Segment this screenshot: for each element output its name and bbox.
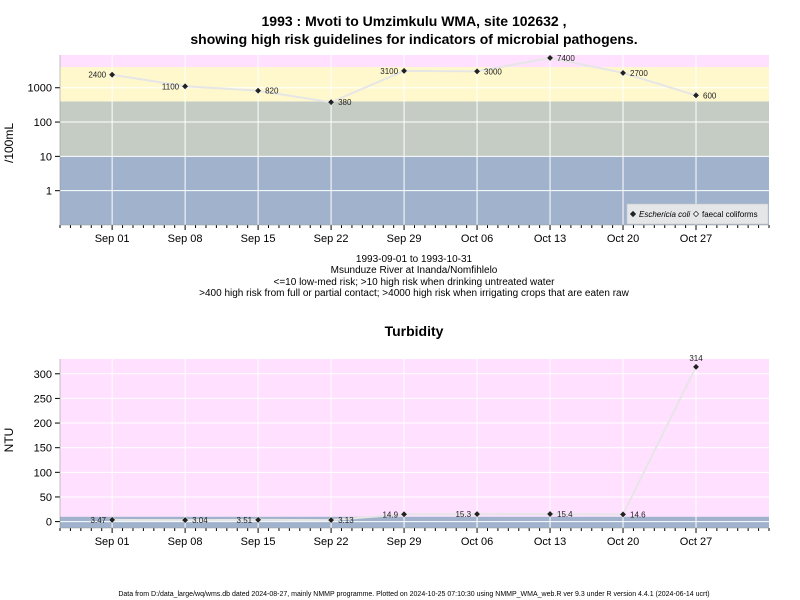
chart1-data-point (108, 71, 116, 79)
chart1-data-label: 7400 (557, 54, 575, 63)
chart1-x-tick-label: Oct 13 (534, 233, 566, 245)
chart1-data-label: 600 (703, 91, 717, 100)
chart2-data-point (619, 510, 627, 518)
chart2-x-tick-label: Sep 15 (241, 536, 276, 548)
chart1-data-point (473, 67, 481, 75)
chart1-data-point (400, 67, 408, 75)
chart1-legend: Eschericia coli faecal coliforms (626, 203, 769, 225)
chart1-x-tick-label: Oct 20 (607, 233, 639, 245)
chart1-note-site: Msunduze River at Inanda/Nomfihlelo (331, 265, 498, 276)
footer-note: Data from D:/data_large/wq/wms.db dated … (118, 591, 709, 598)
chart1-data-point (692, 91, 700, 99)
chart1-legend-marker (629, 210, 637, 218)
chart1-x-tick-label: Oct 06 (461, 233, 493, 245)
chart2-data-point (473, 510, 481, 518)
chart1-data-label: 1100 (162, 82, 180, 91)
chart2-x-tick-label: Oct 27 (680, 536, 712, 548)
chart1-x-tick-label: Oct 27 (680, 233, 712, 245)
turbidity-chart: 0 50 100 150 200 250 300 Sep 01 Sep 08 Sep 15 Sep … (34, 354, 770, 548)
chart2-data-point (254, 516, 262, 524)
chart2-data-label: 14.9 (382, 510, 398, 519)
chart2-data-label: 314 (689, 354, 703, 363)
chart1-data-label: 3100 (380, 67, 398, 76)
chart2-x-tick-label: Sep 29 (387, 536, 422, 548)
chart2-data-point (327, 516, 335, 524)
chart1-data-point (327, 98, 335, 106)
chart2-y-tick-label: 0 (46, 517, 52, 529)
chart1-legend-marker (692, 210, 700, 218)
chart2-data-label: 3.04 (192, 516, 208, 525)
chart1-data-label: 380 (338, 98, 352, 107)
chart2-title: Turbidity (385, 323, 444, 339)
chart2-y-tick-label: 200 (34, 418, 52, 430)
chart1-x-tick-label: Sep 29 (387, 233, 422, 245)
chart1-data-point (254, 87, 262, 95)
chart1-data-point (619, 69, 627, 77)
chart1-legend-label: faecal coliforms (702, 210, 758, 219)
chart2-data-label: 14.6 (630, 510, 646, 519)
chart1-title-line1: 1993 : Mvoti to Umzimkulu WMA, site 1026… (262, 13, 567, 29)
chart2-data-label: 3.47 (91, 516, 107, 525)
chart1-risk-band-4 (60, 55, 769, 68)
chart2-data-label: 3.13 (338, 516, 354, 525)
chart1-title-line2: showing high risk guidelines for indicat… (190, 31, 637, 47)
chart1-data-label: 2700 (630, 69, 648, 78)
chart2-data-label: 3.51 (237, 516, 253, 525)
chart1-data-label: 3000 (484, 67, 502, 76)
chart1-data-point (546, 54, 554, 62)
chart2-y-axis-label: NTU (2, 428, 16, 453)
chart2-data-point (400, 510, 408, 518)
chart2-data-point (546, 510, 554, 518)
chart1-x-tick-label: Sep 15 (241, 233, 276, 245)
chart1-data-point (181, 82, 189, 90)
chart1-risk-band-2 (60, 101, 769, 157)
chart2-y-tick-label: 250 (34, 393, 52, 405)
chart1-data-label: 820 (265, 87, 279, 96)
chart1-data-label: 2400 (88, 71, 106, 80)
chart1-note-risk-contact: >400 high risk from full or partial cont… (199, 288, 629, 299)
chart2-data-point (692, 363, 700, 371)
chart1-y-tick-label: 100 (34, 117, 52, 129)
chart1-note-risk-drinking: <=10 low-med risk; >10 high risk when dr… (274, 277, 556, 288)
chart1-y-tick-label: 1 (46, 186, 52, 198)
chart2-x-tick-label: Oct 06 (461, 536, 493, 548)
chart2-x-tick-label: Sep 22 (314, 536, 349, 548)
chart2-data-point (108, 516, 116, 524)
chart2-x-tick-label: Oct 13 (534, 536, 566, 548)
chart2-y-tick-label: 300 (34, 369, 52, 381)
chart2-data-point (181, 516, 189, 524)
chart1-x-tick-label: Sep 01 (95, 233, 130, 245)
chart1-note-period: 1993-09-01 to 1993-10-31 (356, 254, 473, 265)
chart2-risk-band-2 (60, 359, 769, 517)
microbial-chart: 1 10 100 1000 Sep 01 Sep 08 Sep 15 Sep 22 Sep 29… (28, 54, 770, 245)
chart2-x-tick-label: Oct 20 (607, 536, 639, 548)
chart2-data-label: 15.4 (557, 510, 573, 519)
chart2-y-tick-label: 50 (40, 492, 52, 504)
chart1-legend-label: Eschericia coli (639, 210, 690, 219)
chart1-y-axis-label: /100mL (2, 123, 16, 163)
chart2-y-tick-label: 100 (34, 467, 52, 479)
chart2-y-tick-label: 150 (34, 443, 52, 455)
chart1-y-tick-label: 1000 (28, 83, 52, 95)
chart1-y-tick-label: 10 (40, 151, 52, 163)
chart1-x-tick-label: Sep 08 (168, 233, 203, 245)
chart1-x-tick-label: Sep 22 (314, 233, 349, 245)
chart2-data-label: 15.3 (455, 510, 471, 519)
chart2-x-tick-label: Sep 01 (95, 536, 130, 548)
chart2-x-tick-label: Sep 08 (168, 536, 203, 548)
chart2-risk-band-1 (60, 516, 769, 528)
